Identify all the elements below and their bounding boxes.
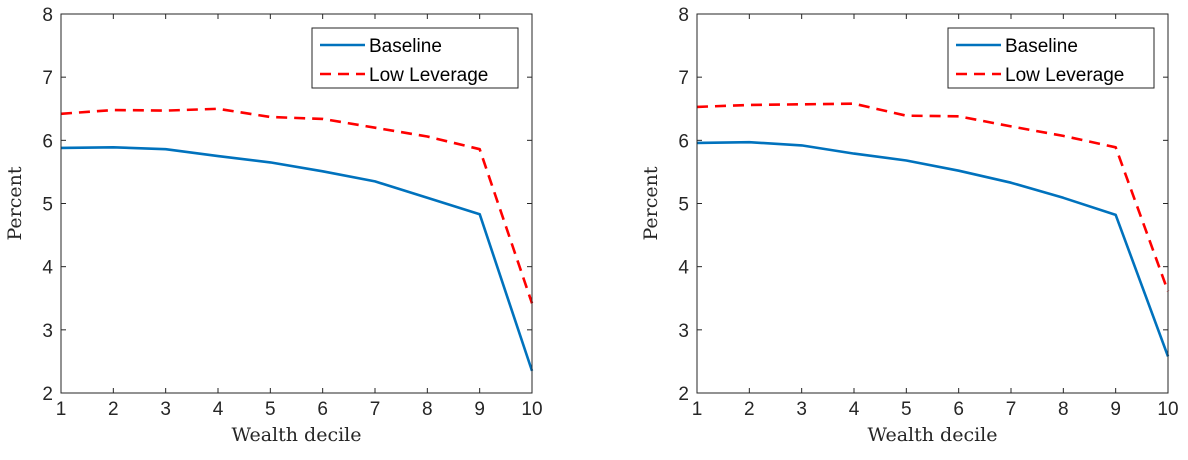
y-tick-label: 3: [678, 321, 689, 342]
legend-label: Low Leverage: [1005, 65, 1124, 86]
x-tick-label: 2: [108, 399, 119, 420]
x-tick-label: 9: [474, 399, 485, 420]
x-tick-label: 1: [56, 399, 67, 420]
y-tick-label: 7: [42, 68, 53, 89]
x-tick-label: 10: [521, 399, 542, 420]
x-tick-label: 10: [1157, 399, 1178, 420]
x-axis-label: Wealth decile: [868, 424, 998, 446]
series-line-low-leverage: [696, 102, 1170, 292]
x-tick-label: 3: [160, 399, 171, 420]
y-tick-label: 8: [678, 5, 689, 26]
y-tick-label: 5: [42, 195, 53, 216]
legend-box: [947, 27, 1155, 89]
x-tick-label: 8: [1058, 399, 1069, 420]
legend-label: Low Leverage: [369, 65, 488, 86]
x-tick-label: 7: [370, 399, 381, 420]
y-tick-label: 6: [678, 131, 689, 152]
legend-box: [311, 27, 519, 89]
x-tick-label: 6: [953, 399, 964, 420]
legend-label: Baseline: [1005, 36, 1078, 57]
legend: Baseline Low Leverage: [311, 27, 519, 89]
x-tick-label: 5: [265, 399, 276, 420]
legend: Baseline Low Leverage: [947, 27, 1155, 89]
y-tick-label: 5: [678, 195, 689, 216]
y-tick-label: 6: [42, 131, 53, 152]
y-tick-label: 7: [678, 68, 689, 89]
y-axis-label: Percent: [640, 166, 662, 240]
x-tick-label: 4: [213, 399, 224, 420]
y-tick-label: 3: [42, 321, 53, 342]
x-tick-label: 9: [1110, 399, 1121, 420]
legend-label: Baseline: [369, 36, 442, 57]
x-tick-label: 3: [796, 399, 807, 420]
y-tick-label: 2: [678, 384, 689, 405]
y-tick-label: 4: [42, 258, 53, 279]
x-tick-label: 1: [692, 399, 703, 420]
y-tick-label: 2: [42, 384, 53, 405]
x-tick-label: 6: [317, 399, 328, 420]
series-line-low-leverage: [60, 107, 534, 304]
series-line-baseline: [696, 140, 1170, 357]
series-line-baseline: [60, 146, 534, 372]
y-tick-label: 4: [678, 258, 689, 279]
x-axis-label: Wealth decile: [232, 424, 362, 446]
x-tick-label: 7: [1006, 399, 1017, 420]
y-tick-label: 8: [42, 5, 53, 26]
y-axis-label: Percent: [4, 166, 26, 240]
x-tick-label: 8: [422, 399, 433, 420]
x-tick-label: 4: [849, 399, 860, 420]
x-tick-label: 5: [901, 399, 912, 420]
x-tick-label: 2: [744, 399, 755, 420]
